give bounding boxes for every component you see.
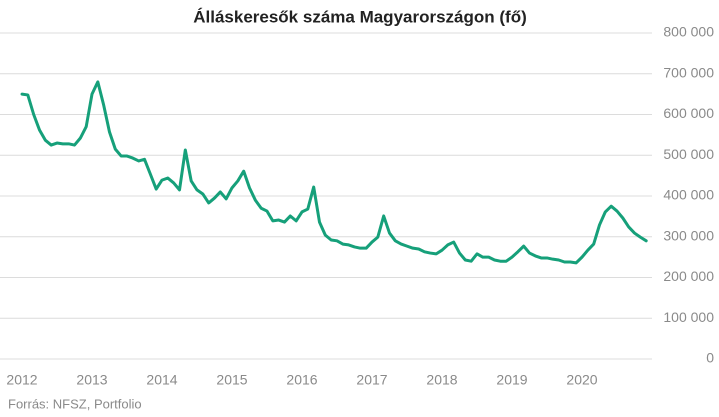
data-line (20, 80, 648, 265)
y-tick-label: 500 000 (663, 146, 714, 162)
y-tick-label: 700 000 (663, 64, 714, 80)
x-tick-label: 2013 (76, 372, 107, 388)
y-tick-label: 100 000 (663, 309, 714, 325)
x-tick-label: 2019 (496, 372, 527, 388)
source-note: Forrás: NFSZ, Portfolio (8, 396, 142, 411)
y-tick-label: 200 000 (663, 268, 714, 284)
y-tick-label: 0 (706, 350, 714, 366)
y-tick-label: 600 000 (663, 105, 714, 121)
y-tick-label: 800 000 (663, 24, 714, 40)
chart-title: Álláskeresők száma Magyarországon (fő) (193, 7, 527, 26)
x-tick-label: 2014 (146, 372, 177, 388)
x-tick-label: 2017 (356, 372, 387, 388)
x-tick-label: 2018 (426, 372, 457, 388)
x-tick-label: 2020 (566, 372, 597, 388)
x-tick-label: 2015 (216, 372, 247, 388)
x-tick-label: 2012 (6, 372, 37, 388)
y-tick-label: 400 000 (663, 187, 714, 203)
x-tick-label: 2016 (286, 372, 317, 388)
y-tick-label: 300 000 (663, 227, 714, 243)
